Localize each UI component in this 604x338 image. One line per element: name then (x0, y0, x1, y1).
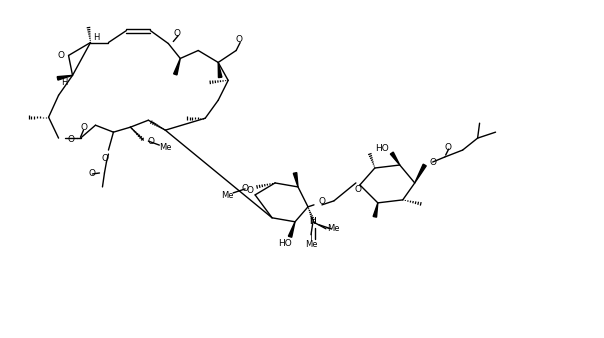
Text: Me: Me (327, 224, 339, 233)
Text: Me: Me (221, 191, 233, 200)
Text: |: | (309, 232, 312, 241)
Text: O: O (148, 137, 155, 146)
Text: O: O (318, 197, 326, 207)
Text: O: O (444, 143, 451, 151)
Text: O: O (174, 29, 181, 38)
Text: H: H (62, 78, 68, 87)
Text: H: H (93, 33, 100, 42)
Polygon shape (57, 75, 72, 80)
Text: O: O (102, 153, 109, 163)
Polygon shape (288, 222, 295, 237)
Text: HO: HO (375, 144, 389, 152)
Polygon shape (373, 203, 378, 217)
Text: -: - (326, 224, 329, 233)
Text: O: O (236, 35, 243, 44)
Polygon shape (173, 58, 180, 75)
Text: O: O (242, 185, 249, 193)
Text: O: O (57, 51, 64, 60)
Text: O: O (246, 187, 254, 195)
Polygon shape (415, 164, 426, 183)
Polygon shape (218, 63, 222, 78)
Text: O: O (67, 135, 74, 144)
Text: Me: Me (305, 240, 317, 249)
Text: Me: Me (159, 143, 172, 151)
Text: O: O (80, 123, 87, 132)
Text: HO: HO (278, 239, 292, 248)
Text: N: N (310, 217, 316, 226)
Text: N: N (310, 217, 316, 226)
Polygon shape (390, 152, 400, 165)
Text: O: O (89, 169, 96, 178)
Polygon shape (294, 173, 298, 187)
Text: O: O (355, 186, 361, 194)
Text: O: O (429, 158, 436, 167)
